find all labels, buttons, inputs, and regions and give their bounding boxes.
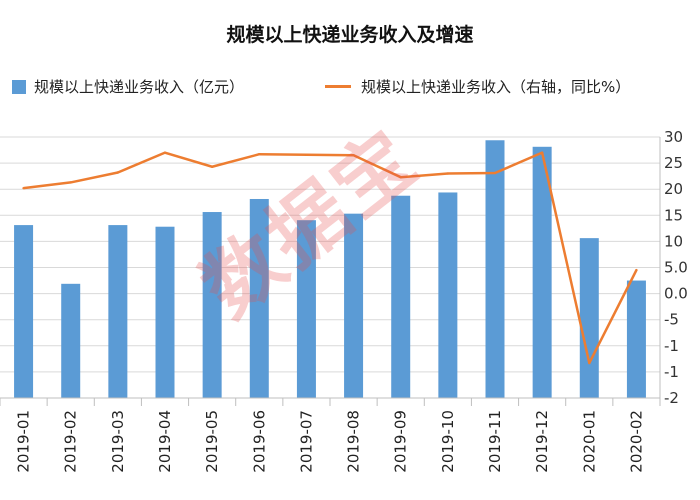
- x-tick-label: 2020-02: [627, 410, 645, 473]
- x-tick-label: 2019-06: [250, 410, 268, 473]
- x-tick-label: 2019-05: [203, 410, 221, 473]
- line-point: [352, 154, 355, 157]
- line-point: [635, 268, 638, 272]
- x-tick-label: 2019-01: [15, 410, 33, 473]
- right-axis-tick-label: 0.0: [664, 285, 688, 303]
- right-axis-tick-label: 30: [664, 128, 683, 146]
- bar: [344, 213, 364, 398]
- bar: [108, 225, 128, 398]
- legend-item-bar: 规模以上快递业务收入（亿元）: [12, 76, 244, 97]
- line-point: [588, 361, 591, 365]
- x-tick-label: 2019-12: [533, 410, 551, 473]
- legend: 规模以上快递业务收入（亿元） 规模以上快递业务收入（右轴，同比%）: [0, 76, 700, 102]
- right-axis-tick-label: -2: [664, 389, 679, 407]
- line-point: [210, 165, 214, 168]
- legend-line-swatch: [325, 85, 351, 88]
- right-axis-tick-label: -5: [664, 311, 679, 329]
- right-axis-tick-label: 20: [664, 180, 683, 198]
- bar: [532, 146, 552, 398]
- line-point: [163, 151, 167, 154]
- legend-bar-swatch: [12, 79, 26, 94]
- x-tick-label: 2019-04: [156, 410, 174, 473]
- x-tick-label: 2019-07: [297, 410, 315, 473]
- x-tick-label: 2019-09: [392, 410, 410, 473]
- bar: [202, 212, 222, 398]
- right-axis-tick-label: -1: [664, 337, 679, 355]
- chart-title: 规模以上快递业务收入及增速: [226, 24, 474, 46]
- legend-line-label: 规模以上快递业务收入（右轴，同比%）: [361, 78, 631, 96]
- x-tick-label: 2019-02: [62, 410, 80, 473]
- line-point: [305, 153, 308, 156]
- right-axis-tick-label: 10: [664, 232, 683, 250]
- right-axis-tick-label: -1: [664, 363, 679, 381]
- legend-item-line: 规模以上快递业务收入（右轴，同比%）: [325, 76, 630, 97]
- line-point: [493, 171, 497, 175]
- bar: [626, 280, 646, 398]
- bar: [249, 198, 269, 398]
- legend-bar-label: 规模以上快递业务收入（亿元）: [34, 78, 245, 96]
- bar: [579, 238, 599, 398]
- x-tick-label: 2019-11: [486, 410, 504, 473]
- line-point: [446, 172, 450, 175]
- line-point: [399, 175, 402, 179]
- bar: [155, 226, 175, 398]
- bar: [391, 195, 411, 398]
- bar: [438, 192, 458, 398]
- line-point: [69, 181, 72, 184]
- line-series: [23, 151, 638, 365]
- right-axis-tick-label: 15: [664, 206, 683, 224]
- right-axis-tick-label: 25: [664, 154, 683, 172]
- x-tick-label: 2020-01: [580, 410, 598, 473]
- bar: [61, 283, 81, 398]
- line-point: [540, 151, 544, 154]
- bar: [485, 140, 505, 398]
- bar: [14, 225, 34, 398]
- x-tick-label: 2019-08: [345, 410, 363, 473]
- bar: [296, 220, 316, 398]
- line-point: [258, 153, 261, 156]
- line-point: [22, 186, 25, 190]
- line-point: [116, 171, 120, 174]
- x-tick-label: 2019-10: [439, 410, 457, 473]
- right-axis-tick-label: 5.0: [664, 259, 688, 277]
- x-tick-label: 2019-03: [109, 410, 127, 473]
